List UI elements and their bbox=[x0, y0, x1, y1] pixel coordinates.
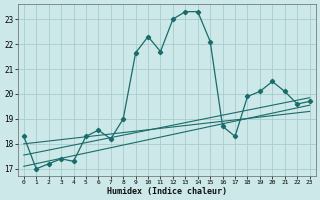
X-axis label: Humidex (Indice chaleur): Humidex (Indice chaleur) bbox=[107, 187, 227, 196]
